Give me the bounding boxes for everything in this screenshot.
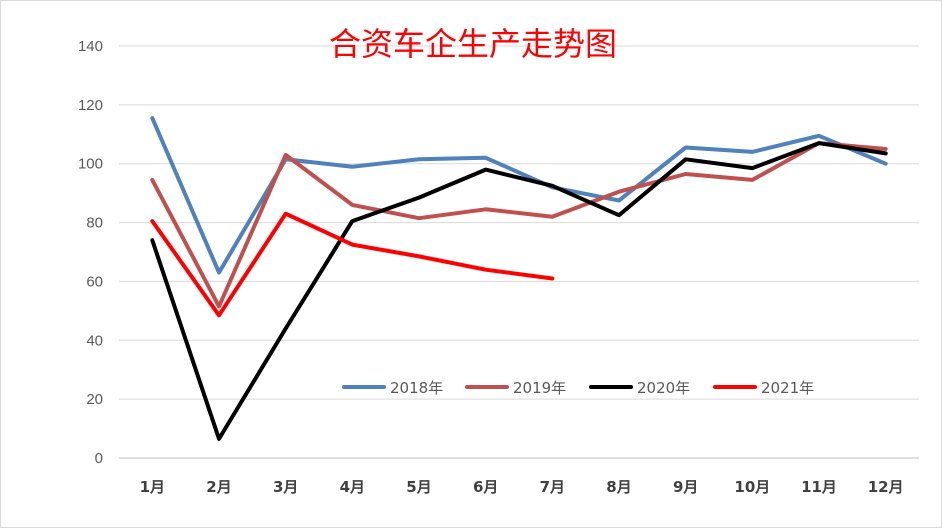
x-tick-label: 9月 [673,478,698,496]
x-tick-label: 5月 [406,478,431,496]
y-tick-label: 40 [86,332,103,349]
legend-label: 2021年 [761,379,814,397]
y-tick-label: 20 [86,391,103,408]
x-tick-label: 4月 [340,478,365,496]
gridlines [119,45,919,459]
x-tick-label: 6月 [473,478,498,496]
y-tick-label: 140 [78,38,103,55]
x-tick-label: 12月 [868,478,904,496]
y-axis-ticks: 0 20 40 60 80 100 120 140 [78,38,103,467]
y-tick-label: 120 [78,97,103,114]
x-tick-label: 7月 [540,478,565,496]
y-tick-label: 60 [86,273,103,290]
x-tick-label: 11月 [801,478,837,496]
chart-title: 合资车企生产走势图 [329,25,617,63]
x-tick-label: 2月 [206,478,231,496]
x-axis-ticks: 1月 2月 3月 4月 5月 6月 7月 8月 9月 10月 11月 12月 [140,478,904,496]
legend: 2018年 2019年 2020年 2021年 [342,379,814,397]
x-tick-label: 1月 [140,478,165,496]
series-lines [150,116,888,441]
x-tick-label: 10月 [734,478,770,496]
y-tick-label: 80 [86,215,103,232]
legend-label: 2018年 [390,379,443,397]
series-line-2 [150,141,888,441]
legend-label: 2020年 [637,379,690,397]
series-line-1 [150,141,888,309]
x-tick-label: 8月 [606,478,631,496]
x-tick-label: 3月 [273,478,298,496]
legend-label: 2019年 [513,379,566,397]
y-tick-label: 100 [78,156,103,173]
series-line-3 [150,211,555,318]
y-tick-label: 0 [95,450,103,467]
